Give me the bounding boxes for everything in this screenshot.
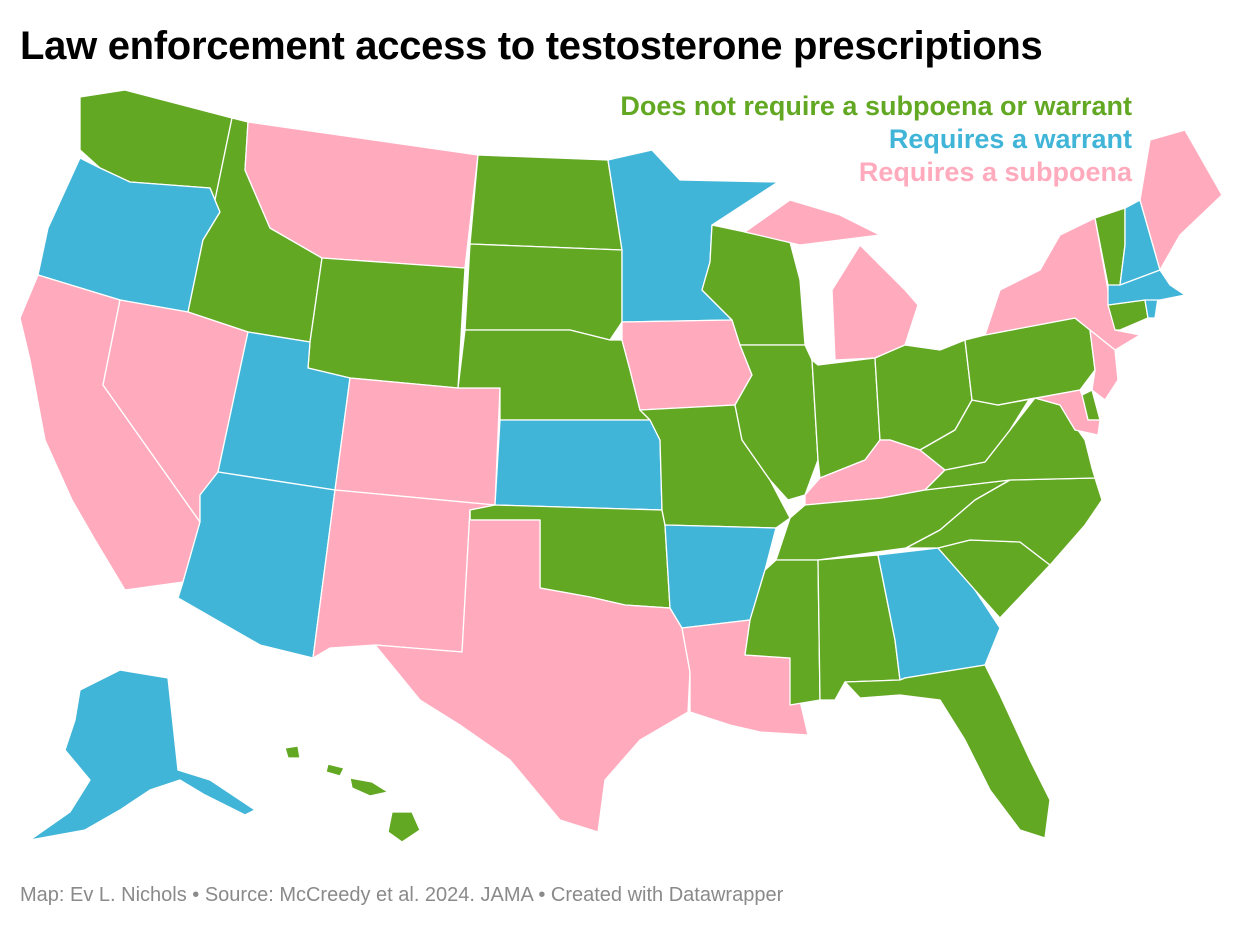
map-source-credit: Map: Ev L. Nichols • Source: McCreedy et…	[20, 884, 784, 906]
state-RI[interactable]	[1144, 297, 1159, 319]
map-title: Law enforcement access to testosterone p…	[20, 24, 1043, 68]
state-NC[interactable]	[905, 477, 1103, 566]
state-MI[interactable]	[744, 199, 919, 361]
state-FL[interactable]	[844, 664, 1051, 839]
state-CO[interactable]	[334, 377, 501, 506]
state-IA[interactable]	[621, 319, 753, 411]
state-SD[interactable]	[464, 243, 623, 341]
state-MD[interactable]	[997, 389, 1101, 436]
legend-requires-subpoena: Requires a subpoena	[858, 157, 1132, 187]
state-WY[interactable]	[307, 257, 466, 389]
state-AZ[interactable]	[177, 471, 336, 659]
state-KS[interactable]	[494, 419, 663, 511]
state-NH[interactable]	[1119, 199, 1161, 286]
state-HI[interactable]	[284, 745, 421, 843]
state-ND[interactable]	[469, 154, 623, 251]
legend-requires-warrant: Requires a warrant	[888, 124, 1132, 154]
state-MA[interactable]	[1107, 269, 1186, 306]
state-ME[interactable]	[1139, 129, 1223, 271]
legend-no-requirement: Does not require a subpoena or warrant	[620, 91, 1132, 121]
state-NJ[interactable]	[1089, 329, 1119, 401]
state-TX[interactable]	[374, 509, 691, 833]
state-AK[interactable]	[29, 669, 256, 841]
map-legend: Does not require a subpoena or warrant R…	[620, 90, 1132, 189]
state-IL[interactable]	[734, 344, 819, 501]
